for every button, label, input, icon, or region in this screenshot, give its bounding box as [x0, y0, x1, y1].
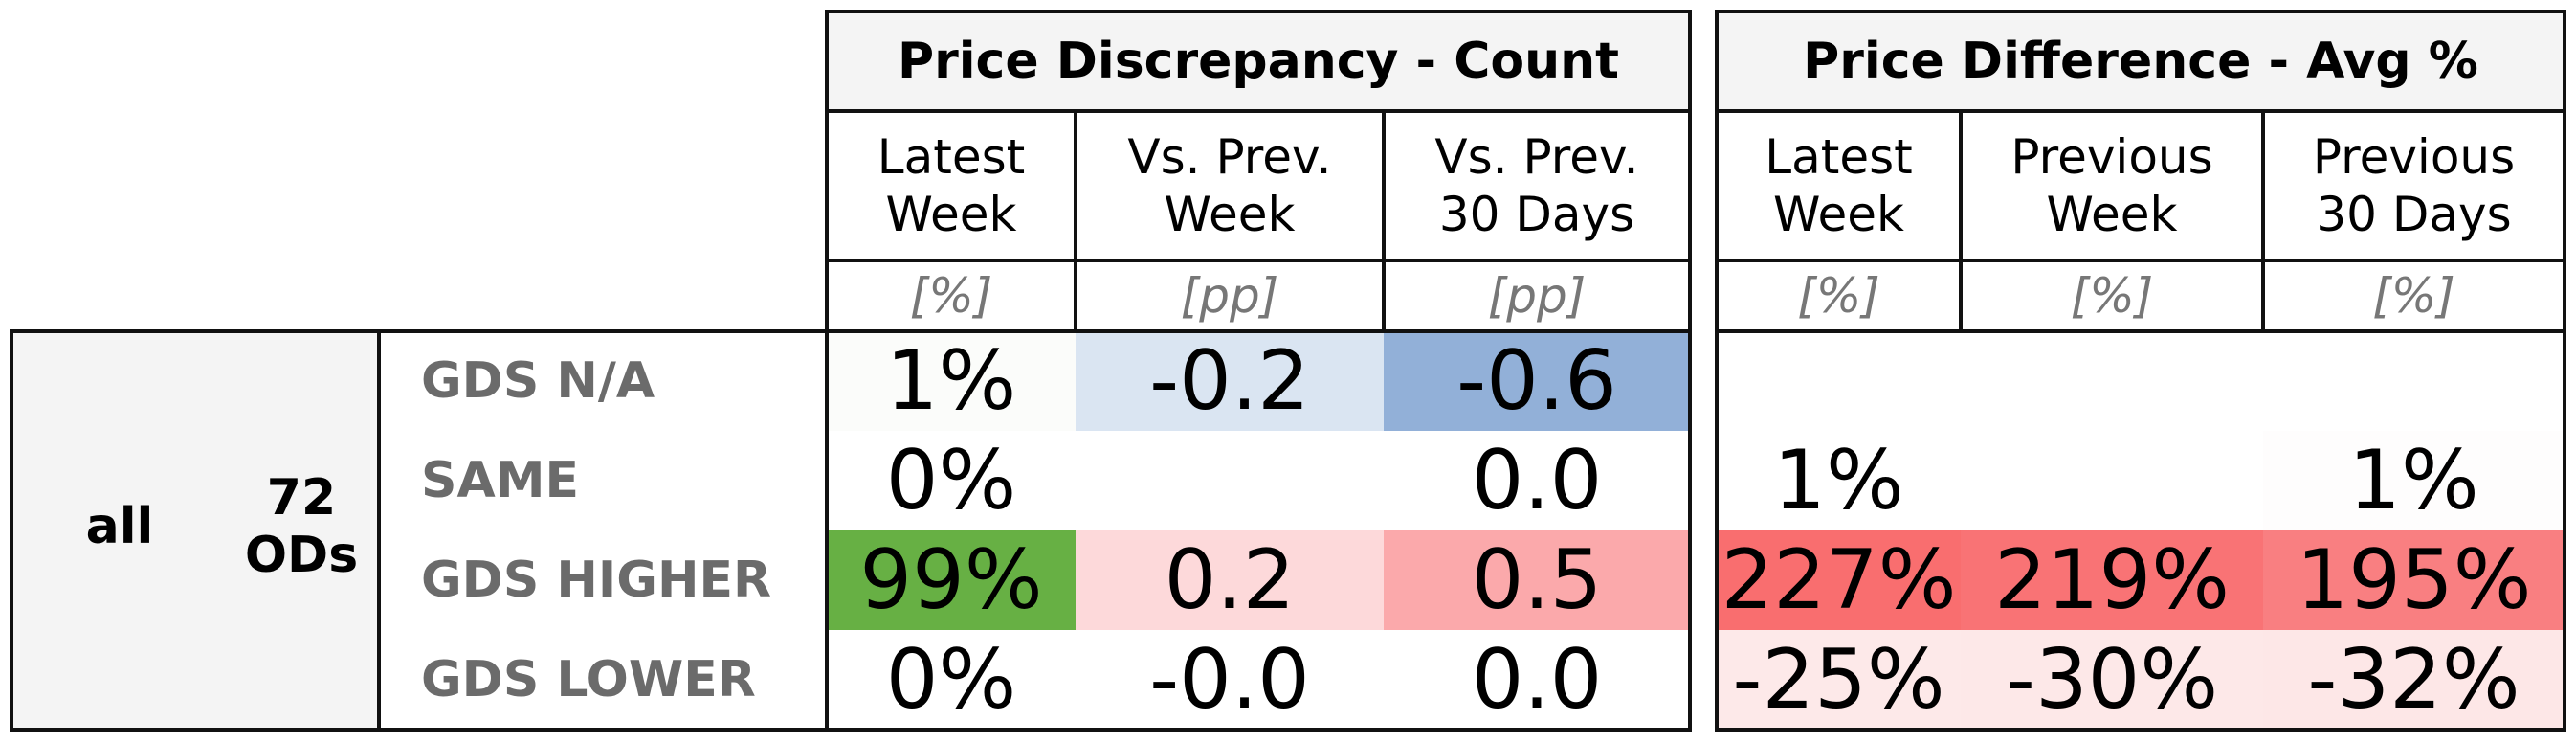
column-divider — [1959, 111, 1963, 331]
border-top — [825, 10, 1692, 13]
value-cell: 0.5 — [1384, 530, 1690, 630]
row-label: GDS N/A — [421, 352, 655, 410]
value-cell: 0.2 — [1076, 530, 1384, 630]
column-unit: [%] — [909, 268, 993, 324]
value-cell — [1076, 431, 1384, 530]
value-cell: 99% — [827, 530, 1076, 630]
column-unit: [pp] — [1180, 268, 1279, 324]
segment-divider — [377, 331, 381, 730]
value-cell: -0.0 — [1076, 630, 1384, 730]
border-top — [10, 329, 827, 333]
group-title: Price Discrepancy - Count — [827, 11, 1690, 111]
border-left — [1715, 10, 1719, 730]
column-header: Vs. Prev. 30 Days — [1434, 129, 1639, 242]
value-cell: 0.0 — [1384, 630, 1690, 730]
value-cell: -0.2 — [1076, 331, 1384, 431]
border-bottom — [1715, 728, 2566, 732]
column-header: Latest Week — [1765, 129, 1913, 242]
border-top — [1715, 10, 2566, 13]
value-cell: 195% — [2263, 530, 2565, 630]
border-bottom — [825, 728, 1692, 732]
value-cell: 1% — [827, 331, 1076, 431]
border-left — [10, 329, 13, 730]
border-right — [2563, 10, 2566, 730]
value-cell: 0% — [827, 431, 1076, 530]
header-divider — [1715, 109, 2566, 113]
value-cell: 227% — [1717, 530, 1961, 630]
segment-name: all — [85, 498, 154, 555]
value-cell — [1717, 331, 1961, 431]
value-cell: 1% — [1717, 431, 1961, 530]
column-divider — [2261, 111, 2265, 331]
column-unit: [%] — [2070, 268, 2154, 324]
column-header: Vs. Prev. Week — [1127, 129, 1332, 242]
value-cell: 0% — [827, 630, 1076, 730]
column-header: Latest Week — [877, 129, 1026, 242]
value-cell: 0.0 — [1384, 431, 1690, 530]
value-cell: -32% — [2263, 630, 2565, 730]
value-cell — [2263, 331, 2565, 431]
border-bottom — [10, 728, 827, 732]
header-divider — [825, 329, 1692, 333]
column-unit: [%] — [2372, 268, 2455, 324]
row-label: GDS LOWER — [421, 651, 756, 709]
value-cell — [1961, 431, 2263, 530]
segment-panel — [11, 331, 379, 730]
row-label: SAME — [421, 452, 579, 509]
row-label: GDS HIGHER — [421, 552, 772, 609]
header-divider — [1715, 329, 2566, 333]
column-divider — [1074, 111, 1077, 331]
column-unit: [pp] — [1487, 268, 1587, 324]
column-header: Previous Week — [2010, 129, 2213, 242]
column-header: Previous 30 Days — [2312, 129, 2516, 242]
value-cell: 1% — [2263, 431, 2565, 530]
segment-count: 72 ODs — [244, 469, 359, 584]
group-title: Price Difference - Avg % — [1717, 11, 2565, 111]
value-cell: -30% — [1961, 630, 2263, 730]
value-cell: 219% — [1961, 530, 2263, 630]
value-cell: -25% — [1717, 630, 1961, 730]
header-divider — [825, 109, 1692, 113]
column-divider — [1382, 111, 1386, 331]
value-cell — [1961, 331, 2263, 431]
value-cell: -0.6 — [1384, 331, 1690, 431]
column-unit: [%] — [1797, 268, 1880, 324]
header-divider — [1715, 259, 2566, 262]
border-right — [1688, 10, 1692, 730]
border-left — [825, 10, 829, 730]
header-divider — [825, 259, 1692, 262]
